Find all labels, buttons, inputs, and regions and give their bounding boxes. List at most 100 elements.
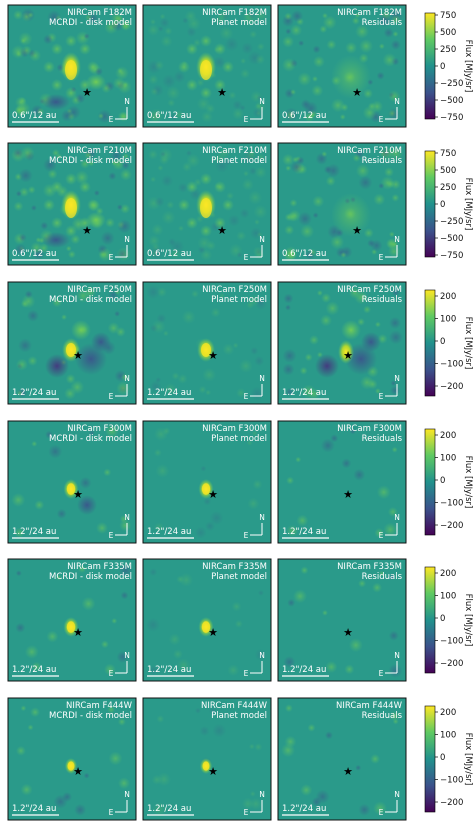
scale-bar-label: 1.2"/24 au: [147, 527, 191, 537]
colorbar-label: Flux [MJy/sr]: [463, 594, 473, 647]
colorbar-tick-label: 500: [440, 166, 456, 176]
panel-subtitle: Planet model: [211, 434, 267, 444]
compass-north-label: N: [259, 790, 265, 799]
panel-frame: [142, 420, 272, 544]
colorbar-tick-label: −500: [440, 96, 463, 106]
panel-filter-title: NIRCam F210M: [67, 146, 132, 156]
colorbar-tick-label: −750: [440, 251, 463, 261]
colorbar-gradient: [424, 12, 436, 120]
panel-frame: [7, 420, 137, 544]
panel-background: [278, 698, 406, 820]
panel-filter-title: NIRCam F210M: [337, 146, 402, 156]
compass-north-label: N: [259, 235, 265, 244]
panel-frame: [277, 142, 407, 266]
colorbar-tick-label: −100: [440, 637, 463, 647]
scale-bar-label: 1.2"/24 au: [147, 804, 191, 814]
panel-subtitle: Residuals: [362, 711, 403, 721]
panel-filter-title: NIRCam F182M: [337, 8, 402, 18]
star-marker-icon: ★: [343, 488, 353, 501]
colorbar: 200 100 0 −100 −200 Flux [MJy/sr]: [424, 428, 473, 536]
colorbar-gradient: [424, 150, 436, 258]
compass-north-label: N: [124, 374, 130, 383]
panel-filter-title: NIRCam F335M: [202, 562, 267, 572]
panel-frame: [7, 142, 137, 266]
panel-subtitle: MCRDI - disk model: [49, 711, 132, 721]
colorbar-tick-label: −250: [440, 79, 463, 89]
star-marker-icon: ★: [343, 349, 353, 362]
scale-bar-label: 1.2"/24 au: [147, 388, 191, 398]
star-marker-icon: ★: [82, 86, 92, 99]
compass-east-label: E: [109, 392, 114, 401]
colorbar-tick-label: −100: [440, 499, 463, 509]
compass-east-label: E: [244, 531, 249, 540]
colorbar-tick-label: 750: [440, 11, 456, 21]
compass-east-label: E: [244, 392, 249, 401]
panel-subtitle: MCRDI - disk model: [49, 434, 132, 444]
star-marker-icon: ★: [73, 765, 83, 778]
panel-subtitle: MCRDI - disk model: [49, 572, 132, 582]
colorbar-tick-label: 0: [440, 337, 445, 347]
colorbar-tick-label: 100: [440, 454, 456, 464]
colorbar-tick-label: 750: [440, 149, 456, 159]
panel-subtitle: Residuals: [362, 572, 403, 582]
colorbar: 750 500 250 0 −250 −500 −750 Flux [MJy/sr]: [424, 11, 473, 123]
star-marker-icon: ★: [208, 765, 218, 778]
panel-frame: [277, 558, 407, 682]
scale-bar-label: 1.2"/24 au: [282, 665, 326, 675]
panel-frame: [142, 281, 272, 405]
panel-filter-title: NIRCam F182M: [67, 8, 132, 18]
colorbar-tick-label: 100: [440, 315, 456, 325]
colorbar: 200 100 0 −100 −200 Flux [MJy/sr]: [424, 705, 473, 813]
compass-north-label: N: [394, 790, 400, 799]
colorbar-label: Flux [MJy/sr]: [463, 40, 473, 93]
colorbar-label: Flux [MJy/sr]: [463, 733, 473, 786]
compass-north-label: N: [124, 790, 130, 799]
scale-bar-label: 0.6"/12 au: [282, 111, 326, 121]
compass-north-label: N: [394, 235, 400, 244]
star-marker-icon: ★: [217, 86, 227, 99]
compass-north-label: N: [394, 97, 400, 106]
panel-frame: [277, 697, 407, 821]
colorbar-tick-label: 200: [440, 569, 456, 579]
scale-bar-label: 1.2"/24 au: [282, 388, 326, 398]
scale-bar-label: 1.2"/24 au: [282, 527, 326, 537]
panel-filter-title: NIRCam F444W: [201, 701, 268, 711]
panel-filter-title: NIRCam F300M: [202, 424, 267, 434]
panel-frame: [7, 281, 137, 405]
star-marker-icon: ★: [343, 765, 353, 778]
compass-north-label: N: [394, 651, 400, 660]
colorbar-tick-label: 500: [440, 28, 456, 38]
scale-bar-label: 1.2"/24 au: [12, 665, 56, 675]
scale-bar-label: 0.6"/12 au: [282, 249, 326, 259]
colorbar-gradient: [424, 566, 436, 674]
panel-filter-title: NIRCam F250M: [67, 285, 132, 295]
panel-filter-title: NIRCam F250M: [202, 285, 267, 295]
colorbar-tick-label: 0: [440, 614, 445, 624]
compass-north-label: N: [394, 513, 400, 522]
figure-row: NIRCam F444W MCRDI - disk model ★ 1.2"/24 a…: [7, 697, 473, 821]
panel-frame: [142, 142, 272, 266]
panel-filter-title: NIRCam F210M: [202, 146, 267, 156]
panel-subtitle: MCRDI - disk model: [49, 295, 132, 305]
colorbar-tick-label: 0: [440, 476, 445, 486]
star-marker-icon: ★: [73, 349, 83, 362]
colorbar-gradient: [424, 289, 436, 397]
compass-east-label: E: [379, 115, 384, 124]
colorbar-tick-label: −200: [440, 659, 463, 669]
colorbar-tick-label: 0: [440, 62, 445, 72]
colorbar-tick-label: −200: [440, 798, 463, 808]
